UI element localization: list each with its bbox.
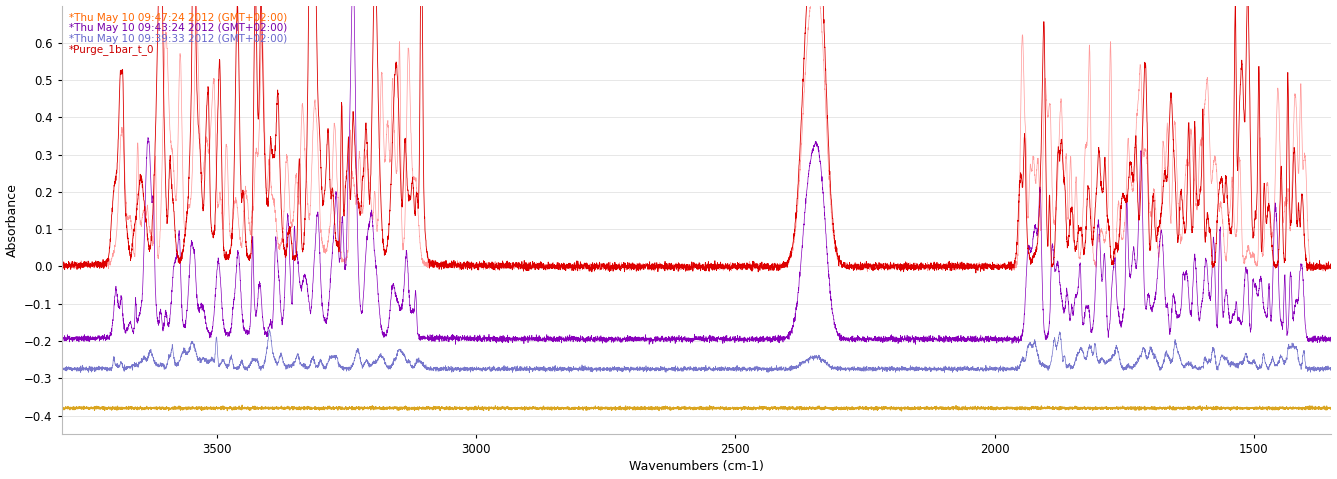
Y-axis label: Absorbance: Absorbance [5, 183, 19, 257]
*Purge_1bar_t_0 [1324, 264, 1337, 270]
*Purge_1bar_t_0 [1063, 209, 1079, 215]
*Purge_1bar_t_0 [861, 265, 877, 271]
*Thu May 10 09:43:24 2012 (GMT+02:00) [908, 342, 924, 347]
*Thu May 10 09:39:33 2012 (GMT+02:00) [513, 366, 529, 372]
Line: *Thu May 10 09:39:33 2012 (GMT+02:00): *Thu May 10 09:39:33 2012 (GMT+02:00) [62, 330, 1332, 373]
*Thu May 10 09:39:33 2012 (GMT+02:00) [1063, 363, 1079, 368]
*Thu May 10 09:43:24 2012 (GMT+02:00) [861, 335, 877, 341]
*Thu May 10 09:39:33 2012 (GMT+02:00) [995, 365, 1011, 370]
*Purge_1bar_t_0 [53, 262, 70, 268]
*Thu May 10 09:43:24 2012 (GMT+02:00) [805, 148, 821, 154]
*Purge_1bar_t_0 [118, 206, 134, 212]
*Thu May 10 09:47:24 2012 (GMT+02:00) [53, 263, 70, 269]
*Thu May 10 09:39:33 2012 (GMT+02:00) [861, 365, 877, 371]
Line: *Purge_1bar_t_0: *Purge_1bar_t_0 [62, 0, 1332, 273]
*Thu May 10 09:43:24 2012 (GMT+02:00) [1324, 337, 1337, 343]
*Thu May 10 09:47:24 2012 (GMT+02:00) [860, 269, 876, 274]
*Thu May 10 09:39:33 2012 (GMT+02:00) [1324, 367, 1337, 373]
Legend: *Thu May 10 09:47:24 2012 (GMT+02:00), *Thu May 10 09:43:24 2012 (GMT+02:00), *T: *Thu May 10 09:47:24 2012 (GMT+02:00), *… [67, 11, 289, 57]
*Thu May 10 09:39:33 2012 (GMT+02:00) [521, 370, 537, 376]
*Thu May 10 09:47:24 2012 (GMT+02:00) [513, 266, 529, 272]
*Thu May 10 09:39:33 2012 (GMT+02:00) [261, 327, 277, 332]
*Thu May 10 09:43:24 2012 (GMT+02:00) [1063, 309, 1079, 315]
*Thu May 10 09:39:33 2012 (GMT+02:00) [805, 354, 821, 360]
*Thu May 10 09:47:24 2012 (GMT+02:00) [118, 185, 134, 191]
*Thu May 10 09:47:24 2012 (GMT+02:00) [861, 262, 877, 268]
*Thu May 10 09:43:24 2012 (GMT+02:00) [513, 337, 529, 342]
*Thu May 10 09:43:24 2012 (GMT+02:00) [53, 337, 70, 343]
*Thu May 10 09:43:24 2012 (GMT+02:00) [118, 327, 134, 333]
*Thu May 10 09:39:33 2012 (GMT+02:00) [53, 366, 70, 372]
*Thu May 10 09:47:24 2012 (GMT+02:00) [995, 264, 1011, 270]
*Purge_1bar_t_0 [968, 270, 984, 276]
*Purge_1bar_t_0 [513, 265, 529, 271]
*Purge_1bar_t_0 [995, 263, 1011, 269]
Line: *Thu May 10 09:47:24 2012 (GMT+02:00): *Thu May 10 09:47:24 2012 (GMT+02:00) [62, 0, 1332, 272]
*Thu May 10 09:43:24 2012 (GMT+02:00) [995, 336, 1011, 342]
Line: *Thu May 10 09:43:24 2012 (GMT+02:00): *Thu May 10 09:43:24 2012 (GMT+02:00) [62, 0, 1332, 344]
X-axis label: Wavenumbers (cm-1): Wavenumbers (cm-1) [630, 460, 763, 473]
*Thu May 10 09:47:24 2012 (GMT+02:00) [1324, 265, 1337, 271]
*Thu May 10 09:39:33 2012 (GMT+02:00) [118, 365, 134, 371]
*Thu May 10 09:47:24 2012 (GMT+02:00) [1063, 164, 1079, 170]
